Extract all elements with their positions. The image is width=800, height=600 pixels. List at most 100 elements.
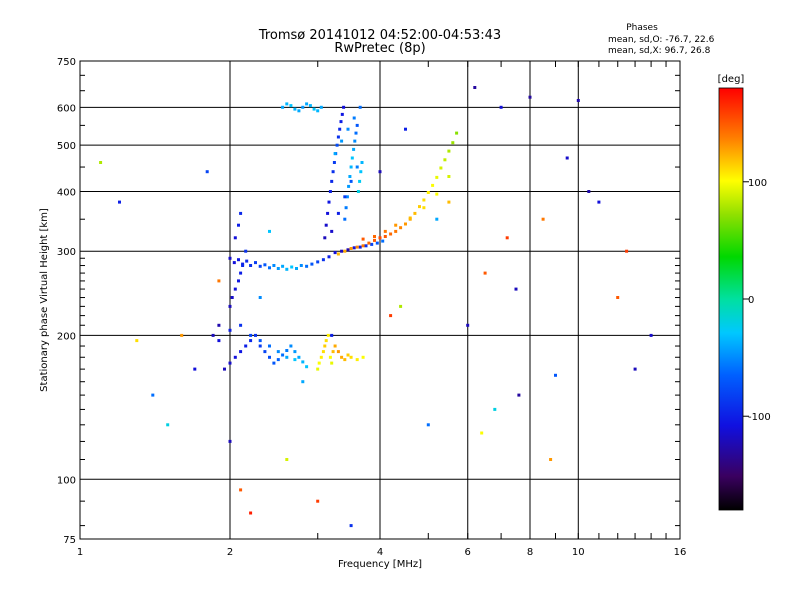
data-point	[297, 355, 301, 359]
data-point	[254, 333, 257, 337]
data-point	[616, 296, 620, 299]
data-point	[272, 264, 276, 267]
data-point	[466, 323, 470, 327]
data-point	[473, 86, 477, 89]
grid	[80, 61, 680, 539]
data-point	[439, 166, 443, 170]
data-point	[258, 296, 262, 299]
x-tick-label: 4	[377, 547, 383, 558]
data-point	[404, 127, 407, 131]
data-point	[361, 244, 365, 248]
data-point	[268, 355, 271, 359]
data-point	[349, 165, 353, 169]
data-point	[355, 123, 359, 127]
data-point	[239, 271, 243, 275]
data-point	[355, 245, 359, 249]
data-point	[272, 361, 276, 365]
data-point	[245, 259, 249, 263]
data-point	[268, 229, 271, 233]
data-point	[276, 267, 280, 270]
data-point	[244, 249, 248, 253]
data-point	[349, 247, 353, 250]
data-point	[223, 367, 226, 371]
data-point	[339, 120, 343, 124]
data-point	[295, 267, 298, 270]
data-point	[352, 116, 356, 120]
data-point	[285, 267, 289, 271]
data-point	[435, 175, 439, 179]
data-point	[342, 105, 346, 109]
data-point	[281, 353, 285, 357]
data-point	[549, 458, 553, 461]
chart-title: Tromsø 20141012 04:52:00-04:53:43	[258, 28, 501, 43]
data-point	[217, 323, 221, 327]
data-point	[426, 423, 430, 427]
data-point	[228, 361, 232, 365]
data-point	[249, 264, 253, 267]
data-point	[249, 339, 253, 343]
data-point	[249, 333, 253, 337]
data-point	[443, 158, 447, 162]
data-point	[118, 200, 121, 204]
data-point	[378, 236, 382, 240]
data-point	[217, 339, 221, 343]
data-point	[276, 358, 280, 362]
data-point	[193, 367, 197, 371]
data-point	[435, 192, 439, 196]
data-point	[232, 261, 236, 265]
data-point	[316, 109, 320, 113]
data-point	[166, 423, 170, 427]
data-point	[333, 251, 337, 255]
data-point	[565, 156, 569, 160]
data-point	[228, 304, 232, 308]
data-point	[228, 439, 232, 443]
colorbar-tick-label: 100	[748, 178, 767, 189]
data-point	[354, 131, 358, 135]
y-tick-label: 100	[57, 475, 76, 486]
data-point	[378, 170, 382, 174]
data-point	[355, 165, 359, 169]
data-point	[649, 333, 653, 337]
data-point	[373, 238, 376, 242]
data-point	[312, 107, 316, 111]
data-point	[299, 264, 303, 267]
data-point	[332, 161, 336, 164]
data-point	[383, 229, 387, 233]
data-point	[352, 246, 356, 250]
data-point	[418, 205, 421, 209]
data-point	[316, 499, 320, 503]
data-point	[254, 261, 257, 265]
data-point	[285, 355, 289, 359]
data-point	[151, 393, 155, 397]
data-point	[373, 235, 376, 238]
data-point	[301, 105, 305, 109]
data-point	[587, 190, 591, 193]
colorbar-tick-label: 0	[748, 295, 754, 306]
data-point	[249, 511, 253, 515]
data-point	[340, 139, 344, 143]
data-point	[383, 235, 387, 238]
data-point	[326, 333, 330, 337]
data-point	[180, 333, 184, 337]
data-point	[343, 217, 347, 221]
y-tick-label: 400	[57, 187, 76, 198]
data-point	[340, 249, 344, 253]
data-point	[263, 350, 267, 354]
data-point	[422, 206, 426, 210]
data-point	[293, 358, 297, 362]
data-point	[333, 344, 337, 348]
data-point	[328, 190, 332, 193]
data-point	[244, 344, 248, 348]
data-point	[228, 328, 232, 332]
data-point	[340, 112, 344, 116]
data-point	[345, 195, 349, 199]
data-point	[336, 252, 340, 256]
data-point	[319, 105, 323, 109]
data-point	[316, 260, 320, 264]
data-point	[358, 105, 362, 109]
data-point	[258, 344, 262, 348]
y-tick-label: 500	[57, 141, 76, 152]
data-point	[336, 350, 340, 354]
y-tick-label: 75	[63, 535, 76, 546]
data-point	[346, 127, 350, 131]
